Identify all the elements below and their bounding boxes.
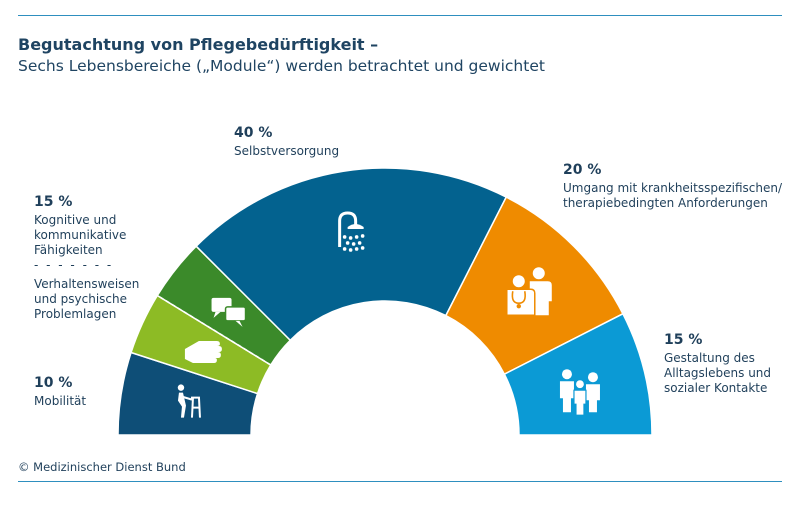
group-icon	[559, 369, 600, 416]
pct-mobilitaet: 10 %	[34, 375, 73, 391]
pct-selbstversorgung: 40 %	[234, 125, 273, 141]
chart-subtitle: Sechs Lebensbereiche („Module“) werden b…	[18, 57, 545, 75]
text-selbstversorgung: Selbstversorgung	[234, 144, 340, 158]
chart-title: Begutachtung von Pflegebedürftigkeit –	[18, 35, 379, 54]
text-mobilitaet: Mobilität	[34, 394, 87, 408]
bottom-rule	[18, 481, 782, 482]
pct-umgang: 20 %	[563, 162, 602, 178]
text-verhalten-2: und psychische	[34, 292, 127, 306]
doctor-patient-icon	[506, 267, 552, 316]
text-alltag-3: sozialer Kontakte	[664, 381, 768, 395]
copyright-credit: © Medizinischer Dienst Bund	[18, 460, 186, 474]
label-kognitiv-verhalten: 15 % Kognitive und kommunikative Fähigke…	[34, 194, 139, 322]
text-umgang-2: therapiebedingten Anforderungen	[563, 196, 768, 210]
text-umgang-1: Umgang mit krankheitsspezifischen/	[563, 181, 783, 195]
shower-icon	[338, 211, 365, 252]
pct-alltag: 15 %	[664, 332, 703, 348]
slice-alltag	[503, 312, 653, 436]
slice-selbstversorgung	[195, 167, 508, 342]
label-separator: - - - - - - -	[34, 258, 114, 272]
top-rule	[18, 15, 782, 16]
text-verhalten-1: Verhaltensweisen	[34, 277, 140, 291]
hand-icon	[184, 341, 222, 364]
label-selbstversorgung: 40 % Selbstversorgung	[234, 125, 339, 159]
label-umgang: 20 % Umgang mit krankheitsspezifischen/ …	[563, 162, 782, 211]
label-alltag: 15 % Gestaltung des Alltagslebens und so…	[664, 332, 771, 396]
kognitiv-verhalten-divider	[156, 294, 272, 366]
text-kognitiv-1: Kognitive und	[34, 213, 117, 227]
text-alltag-2: Alltagslebens und	[664, 366, 772, 380]
pct-kognitiv-verhalten: 15 %	[34, 194, 73, 210]
text-alltag-1: Gestaltung des	[664, 351, 755, 365]
text-kognitiv-2: kommunikative	[34, 228, 127, 242]
walker-icon	[177, 384, 201, 418]
text-verhalten-3: Problemlagen	[34, 307, 117, 321]
label-mobilitaet: 10 % Mobilität	[34, 375, 86, 409]
speech-bubbles-icon	[211, 297, 247, 327]
text-kognitiv-3: Fähigkeiten	[34, 243, 103, 257]
